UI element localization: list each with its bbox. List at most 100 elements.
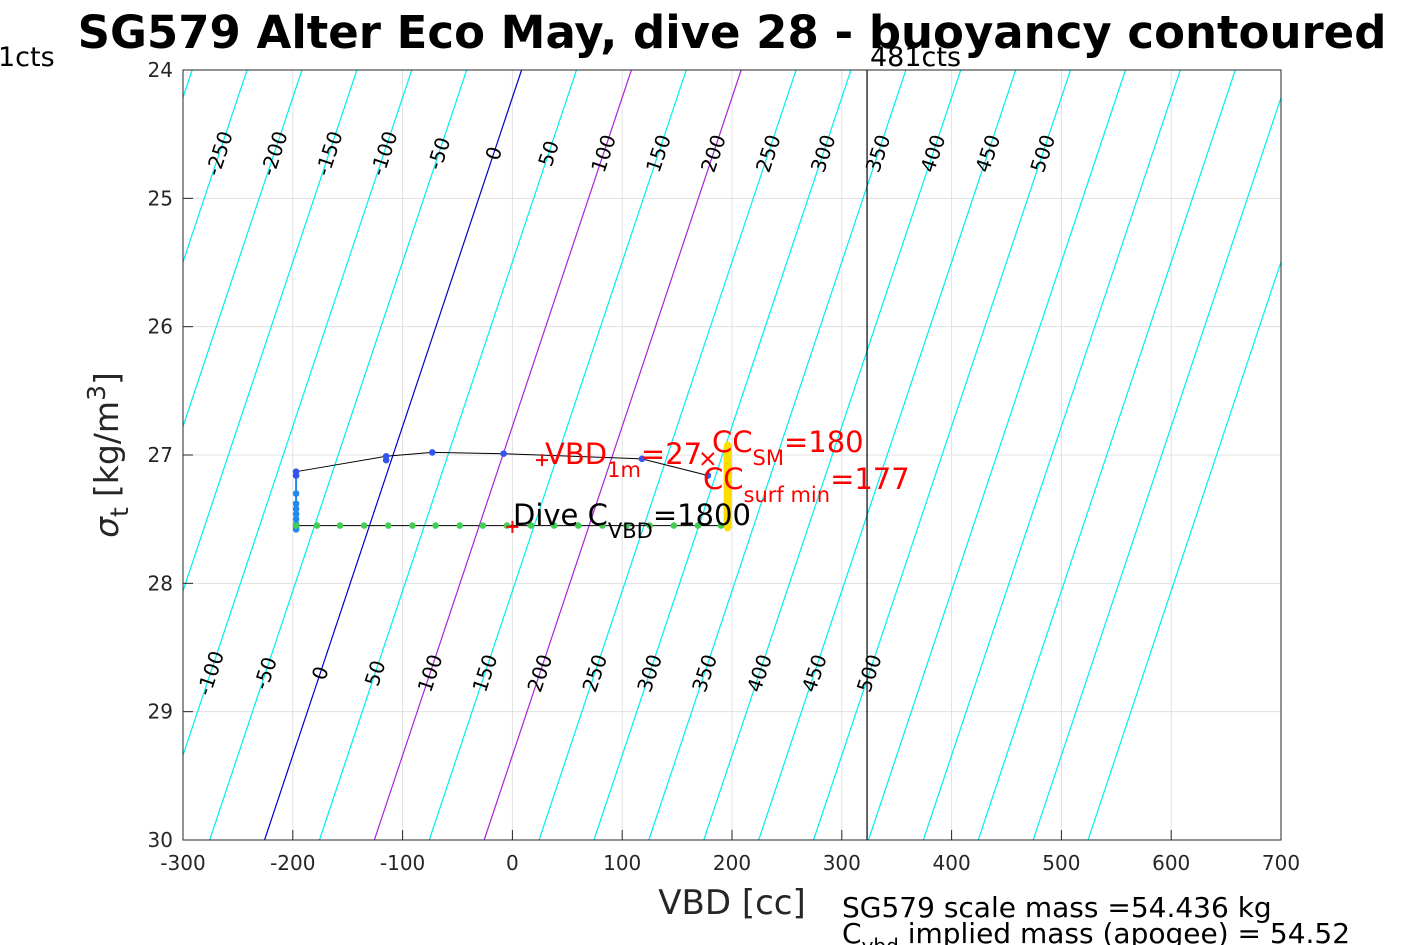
data-point: [724, 477, 731, 484]
data-point: [724, 515, 731, 523]
data-point: [724, 441, 731, 449]
contour-line: [183, 70, 248, 264]
contour-line: [0, 70, 27, 840]
data-point: [432, 522, 439, 529]
data-point: [292, 515, 300, 523]
data-point: [479, 522, 487, 529]
data-point: [292, 505, 300, 513]
data-point: [360, 522, 368, 529]
data-point: [724, 503, 731, 510]
counts-right-label: 481cts: [870, 42, 961, 73]
contour-line: [483, 70, 742, 840]
dive-main: Dive C: [513, 498, 608, 532]
dive-trace-line: [296, 451, 708, 477]
annotation-cc-surf-min: CCsurf min=177: [703, 462, 910, 507]
contour-labels: -250 -200 -150 -100 -50 0 50 100 150 200 250 300 350…: [192, 128, 1060, 698]
contour-line: [1087, 260, 1281, 840]
contour-line: [922, 70, 1181, 840]
y-label-sup: 3: [82, 385, 111, 401]
x-tick-label: -100: [380, 851, 425, 875]
data-point: [385, 522, 392, 529]
dive-sub: VBD: [608, 519, 653, 543]
x-tick-label: 600: [1152, 851, 1190, 875]
contour-line: [977, 70, 1236, 840]
contour-line: [183, 70, 358, 593]
data-point: [500, 450, 507, 458]
cc-sm-main: CC: [712, 425, 753, 459]
y-label-symbol: σ: [87, 516, 126, 538]
dive-tail: =1800: [653, 498, 751, 532]
footer-c-sub: vbd: [862, 934, 899, 945]
data-point: [409, 522, 416, 529]
data-point: [292, 522, 300, 529]
data-point: [292, 472, 300, 479]
data-point: [550, 522, 558, 529]
x-axis-label: VBD [cc]: [658, 883, 806, 923]
x-tick-label: 400: [933, 851, 971, 875]
data-point: [503, 522, 511, 529]
x-tick-label: 300: [823, 851, 861, 875]
y-tick-label: 27: [148, 443, 173, 467]
counts-left-label: 1cts: [0, 42, 55, 73]
data-point: [638, 455, 646, 463]
contour-lines: [0, 70, 1281, 840]
contour-line: [758, 70, 1017, 840]
data-point: [292, 500, 300, 508]
cc-sm-sub: SM: [753, 446, 784, 470]
contour-line: [0, 70, 82, 840]
y-axis-label: σt [kg/m3]: [82, 372, 134, 538]
y-label-unit: [kg/m: [87, 401, 126, 497]
annotation-vbd1m: VBD1m=27: [545, 437, 702, 482]
footer-scale-mass: SG579 scale mass =54.436 kg: [842, 891, 1272, 924]
axis-ticks: -300 -200 -100 0 100 200 300 400 500 600 700 24 25 26…: [148, 58, 1301, 875]
y-tick-label: 30: [148, 828, 173, 852]
data-point: [623, 522, 630, 529]
vbd1m-main: VBD: [545, 437, 607, 471]
x-tick-label: -200: [270, 851, 315, 875]
annotation-cc-sm: CCSM=180: [712, 425, 864, 470]
data-point: [717, 522, 725, 529]
x-tick-label: 0: [506, 851, 519, 875]
data-point: [670, 522, 678, 529]
data-point: [313, 522, 321, 529]
y-label-sub: t: [105, 507, 134, 517]
y-tick-label: 25: [148, 186, 173, 210]
contour-line: [648, 70, 907, 840]
contour-line: [593, 70, 852, 840]
data-point: [574, 522, 582, 529]
data-point: [724, 524, 731, 532]
contour-line: [428, 70, 687, 840]
footer-c: C: [842, 917, 862, 945]
data-series: [292, 441, 732, 533]
y-tick-label: 26: [148, 315, 173, 339]
footer-tail: implied mass (apogee) = 54.52: [899, 917, 1350, 945]
x-tick-label: -300: [160, 851, 205, 875]
data-point: [292, 510, 300, 518]
data-point: [527, 522, 535, 529]
data-point: [724, 464, 731, 472]
data-point: [382, 456, 390, 464]
cc-surf-sub: surf min: [744, 483, 831, 507]
y-tick-label: 24: [148, 58, 173, 82]
data-point: [724, 451, 731, 459]
contour-line: [538, 70, 797, 840]
data-point: [292, 490, 300, 497]
data-point: [336, 522, 344, 529]
contour-line: [209, 70, 468, 840]
data-point: [724, 490, 731, 497]
footer-implied-mass: Cvbd implied mass (apogee) = 54.52: [842, 917, 1350, 945]
contour-line: [703, 70, 962, 840]
contour-line: [318, 70, 578, 840]
yellow-band: [723, 444, 732, 529]
data-point: [704, 472, 712, 479]
y-tick-label: 28: [148, 571, 173, 595]
cc-sm-tail: =180: [784, 425, 864, 459]
vbd1m-sub: 1m: [607, 458, 641, 482]
x-tick-label: 500: [1042, 851, 1080, 875]
y-label-close: ]: [87, 372, 126, 385]
data-point: [599, 522, 606, 529]
data-point: [456, 522, 463, 529]
x-marker: [701, 452, 715, 466]
contour-line: [183, 70, 303, 429]
